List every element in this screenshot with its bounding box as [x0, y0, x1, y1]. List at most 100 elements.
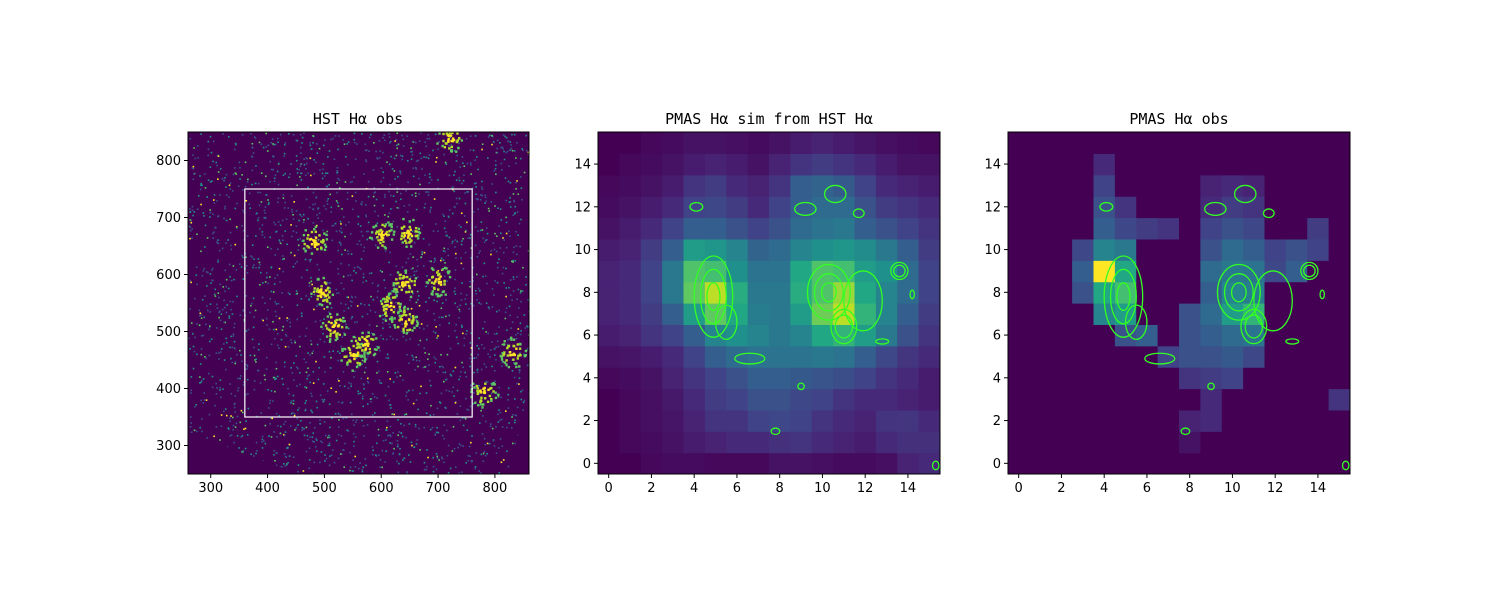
noise-pixel [234, 142, 237, 145]
heatmap-cell [1008, 431, 1030, 454]
noise-pixel [344, 224, 347, 226]
heatmap-cell [811, 452, 834, 474]
noise-pixel [500, 162, 503, 165]
noise-pixel [324, 460, 326, 462]
noise-pixel [365, 214, 367, 216]
noise-pixel [354, 466, 357, 468]
bright-pixel [480, 396, 483, 399]
heatmap-cell [897, 132, 920, 154]
bright-pixel [306, 244, 309, 248]
heatmap-cell [1307, 217, 1330, 240]
noise-pixel [405, 261, 408, 264]
noise-pixel [397, 419, 399, 421]
noise-pixel [388, 133, 390, 135]
noise-pixel [456, 413, 459, 415]
bright-pixel [414, 315, 418, 319]
noise-pixel [363, 173, 365, 175]
bright-pixel [307, 246, 311, 249]
noise-pixel [477, 168, 479, 171]
noise-pixel [467, 191, 470, 193]
noise-pixel [239, 178, 241, 180]
noise-pixel [470, 353, 473, 356]
noise-pixel [287, 291, 290, 294]
noise-pixel [396, 225, 399, 228]
bright-pixel [379, 228, 383, 232]
y-tick-label: 10 [574, 243, 591, 258]
bright-pixel [401, 283, 404, 287]
bright-pixel [312, 239, 315, 242]
bright-pixel [382, 305, 385, 308]
noise-pixel [356, 321, 358, 323]
bright-pixel [411, 329, 414, 332]
noise-pixel [480, 199, 482, 201]
noise-pixel [311, 395, 313, 398]
noise-pixel [299, 133, 302, 136]
noise-pixel [270, 417, 272, 419]
noise-pixel [215, 393, 218, 395]
bright-pixel [430, 292, 433, 295]
noise-pixel [485, 380, 488, 383]
noise-pixel [458, 472, 460, 474]
noise-pixel [382, 314, 384, 316]
noise-pixel [193, 429, 196, 432]
bright-pixel [319, 295, 323, 299]
bright-pixel [338, 333, 341, 336]
noise-pixel [456, 240, 458, 243]
bright-pixel [375, 230, 379, 233]
bright-pixel [392, 305, 396, 309]
noise-pixel [511, 299, 513, 301]
heatmap-cell [1093, 324, 1116, 347]
noise-pixel [307, 172, 309, 175]
noise-pixel [282, 194, 285, 196]
noise-pixel [310, 280, 313, 283]
noise-pixel [393, 413, 396, 416]
noise-pixel [296, 366, 298, 369]
noise-pixel [337, 205, 340, 207]
noise-pixel [509, 279, 512, 281]
bright-pixel [493, 383, 496, 386]
noise-pixel [225, 337, 228, 340]
noise-pixel [435, 468, 438, 471]
noise-pixel [392, 338, 394, 340]
noise-pixel [278, 239, 281, 242]
noise-pixel [193, 211, 196, 213]
noise-pixel [322, 163, 325, 165]
heatmap-cell [662, 132, 685, 154]
noise-pixel [217, 215, 219, 218]
bright-pixel [319, 290, 323, 294]
noise-pixel [443, 424, 446, 427]
noise-pixel [488, 210, 490, 212]
bright-pixel [332, 331, 335, 334]
noise-pixel [242, 278, 245, 280]
noise-pixel [453, 190, 456, 193]
heatmap-cell [897, 409, 920, 432]
noise-pixel [382, 318, 385, 321]
noise-pixel [292, 214, 294, 216]
heatmap-cell [1157, 452, 1180, 474]
noise-pixel [399, 154, 402, 157]
bright-pixel [379, 238, 383, 241]
noise-pixel [463, 344, 466, 347]
heatmap-cell [1285, 367, 1308, 390]
noise-pixel [346, 250, 349, 252]
noise-pixel [439, 402, 442, 404]
noise-pixel [192, 367, 195, 370]
noise-pixel [323, 421, 326, 423]
heatmap-cell [790, 217, 813, 240]
noise-pixel [364, 143, 367, 146]
bright-pixel [393, 323, 396, 327]
noise-pixel [498, 409, 500, 411]
noise-pixel [494, 167, 497, 170]
heatmap-cell [1093, 217, 1116, 240]
noise-pixel [464, 418, 467, 420]
noise-pixel [329, 287, 332, 290]
heatmap-cell [1328, 153, 1350, 176]
heatmap-cell [769, 260, 791, 283]
noise-pixel [310, 339, 312, 342]
heatmap-cell [1050, 345, 1073, 368]
bright-pixel [325, 238, 329, 241]
noise-pixel [227, 287, 230, 290]
noise-pixel [284, 420, 287, 423]
noise-pixel [272, 320, 274, 323]
